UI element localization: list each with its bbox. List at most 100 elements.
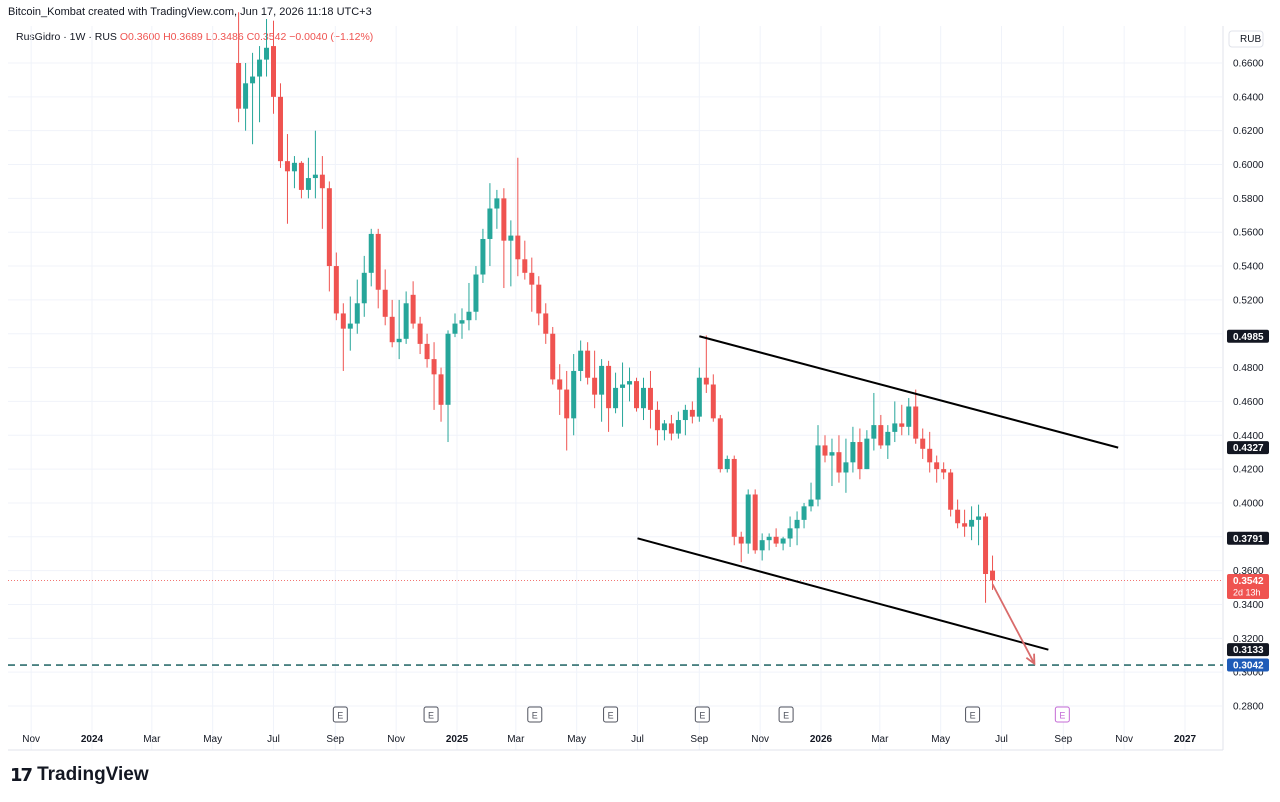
candle-body [606, 365, 612, 409]
candle [892, 401, 898, 443]
candle [291, 156, 297, 189]
candle-body [564, 389, 570, 419]
candle [298, 161, 304, 199]
time-tick-label: Sep [1054, 734, 1072, 745]
earnings-marker-box [965, 706, 981, 723]
tradingview-brand[interactable]: 𝟭𝟳 TradingView [10, 764, 149, 786]
candle-body [920, 438, 926, 449]
price-tag-box [1227, 643, 1269, 657]
candle [745, 489, 751, 554]
candle [627, 367, 633, 402]
candle [899, 404, 905, 436]
candle [675, 411, 681, 439]
candle-body [878, 425, 884, 446]
earnings-marker[interactable]: E [332, 706, 348, 723]
price-tag-label: 0.3542 [1233, 576, 1264, 587]
candle-body [515, 235, 521, 260]
candle [794, 511, 800, 546]
candle [459, 308, 465, 339]
candle [508, 220, 514, 287]
candle [759, 533, 765, 561]
candle-body [689, 409, 695, 417]
candle [780, 536, 786, 551]
candle [410, 281, 416, 329]
time-tick-label: Nov [22, 734, 40, 745]
candle-body [243, 83, 249, 109]
candle [948, 469, 954, 517]
candle [606, 360, 612, 432]
currency-label: RUB [1240, 34, 1261, 45]
candle-body [829, 452, 835, 456]
candle [787, 516, 793, 547]
earnings-marker-box [603, 706, 619, 723]
earnings-marker-box [778, 706, 794, 723]
candle [822, 435, 828, 463]
candle [717, 414, 723, 473]
price-tick-label: 0.5200 [1233, 295, 1264, 306]
candle-body [585, 350, 591, 378]
candle-body [990, 570, 996, 581]
earnings-marker[interactable]: E [527, 706, 543, 723]
candle [417, 316, 423, 355]
price-tag-box [1227, 329, 1269, 343]
price-tick-label: 0.5800 [1233, 194, 1264, 205]
earnings-marker[interactable]: E [694, 706, 710, 723]
candle-body [745, 494, 751, 544]
price-tag-label: 0.3133 [1233, 645, 1264, 656]
candle-body [522, 259, 528, 273]
time-tick-label: 2026 [810, 734, 833, 745]
price-tag: 0.4327 [1227, 441, 1269, 455]
price-tick-label: 0.6200 [1233, 126, 1264, 137]
candle-body [592, 377, 598, 395]
time-tick-label: Jul [995, 734, 1008, 745]
candle-body [654, 409, 660, 431]
candle-body [368, 233, 374, 273]
price-tick-label: 0.3000 [1233, 668, 1264, 679]
candle [689, 401, 695, 424]
candle-body [557, 379, 563, 390]
candle [529, 257, 535, 312]
price-tag-label: 0.3042 [1233, 661, 1264, 672]
earnings-marker[interactable]: E [778, 706, 794, 723]
candle [271, 20, 277, 114]
candle [305, 157, 311, 199]
candle [934, 455, 940, 483]
candle-body [717, 418, 723, 470]
earnings-marker-box [527, 706, 543, 723]
earnings-marker[interactable]: E [603, 706, 619, 723]
channel-upper-line [699, 335, 1119, 449]
earnings-marker[interactable]: E [965, 706, 981, 723]
candle-body [899, 423, 905, 427]
candle [668, 414, 674, 441]
price-tag-label: 0.3791 [1233, 534, 1264, 545]
candle-body [473, 274, 479, 312]
candle [312, 130, 318, 199]
candle-body [277, 96, 283, 162]
candle-body [948, 472, 954, 510]
candle [927, 431, 933, 473]
candle [368, 228, 374, 287]
candle-body [983, 516, 989, 575]
candle [815, 425, 821, 507]
candle-body [613, 387, 619, 409]
candle [438, 367, 444, 422]
candle-body [661, 423, 667, 431]
time-tick-label: 2027 [1174, 734, 1197, 745]
earnings-marker[interactable]: E [1054, 706, 1070, 723]
candle [578, 340, 584, 382]
candle [885, 425, 891, 459]
earnings-marker-label: E [532, 711, 538, 721]
candle [522, 240, 528, 280]
price-tag: 0.3133 [1227, 643, 1269, 657]
tradingview-logo-icon: 𝟭𝟳 [10, 764, 33, 785]
candle [487, 183, 493, 267]
candle [983, 513, 989, 603]
candle [375, 228, 381, 309]
earnings-marker[interactable]: E [423, 706, 439, 723]
candle-body [634, 381, 640, 409]
candle-body [864, 438, 870, 470]
time-tick-label: Mar [871, 734, 889, 745]
time-tick-label: 2024 [81, 734, 104, 745]
candle-body [696, 377, 702, 417]
